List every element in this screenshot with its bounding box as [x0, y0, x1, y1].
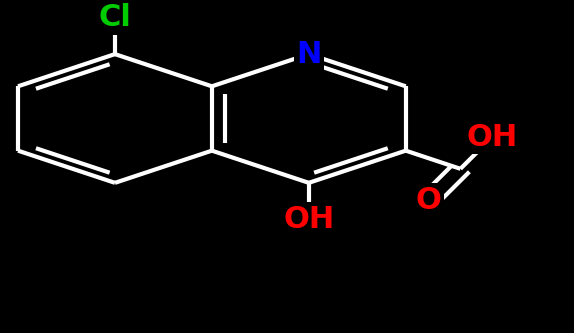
- Text: O: O: [416, 186, 442, 215]
- Text: OH: OH: [466, 123, 518, 152]
- Text: Cl: Cl: [99, 3, 131, 32]
- Text: N: N: [296, 40, 321, 69]
- Text: OH: OH: [283, 205, 335, 234]
